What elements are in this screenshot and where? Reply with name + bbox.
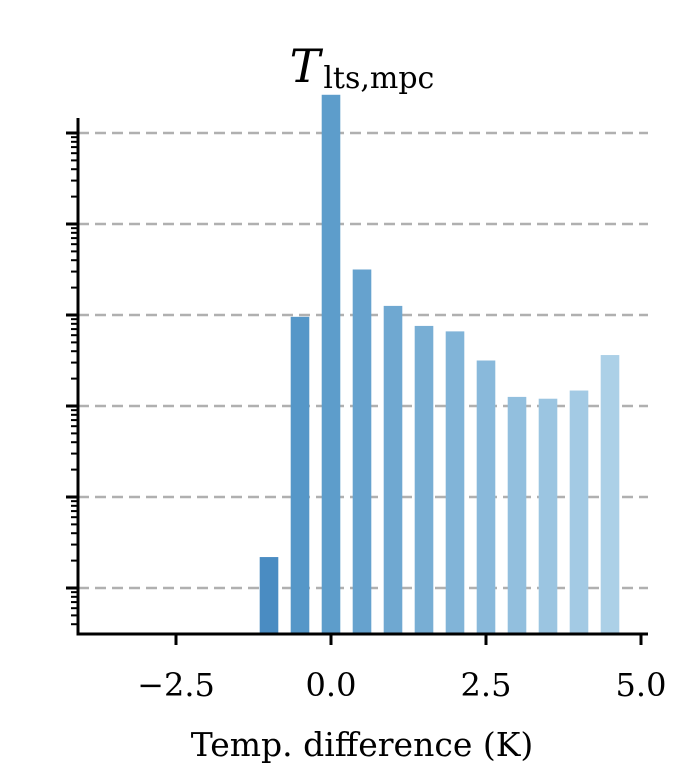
bar [445,331,465,634]
bar [414,325,434,634]
x-axis-ticks: −2.5 0.0 2.5 5.0 [137,634,666,704]
chart-title-subscript: lts,mpc [323,61,434,96]
bar [476,360,496,634]
bar [352,269,372,634]
x-tick-label: −2.5 [137,666,215,704]
gridlines [78,131,648,590]
chart-title-main: T [290,39,324,93]
x-tick-label: 5.0 [616,666,667,704]
y-axis-ticks [66,131,78,626]
bar [290,316,310,634]
bar [259,557,279,634]
bar [600,355,620,634]
x-axis-label: Temp. difference (K) [191,725,534,764]
x-tick-label: 2.5 [461,666,512,704]
bar [538,398,558,634]
bar [507,396,527,634]
bar [383,305,403,634]
bar [321,94,341,634]
bars [259,94,620,634]
x-tick-label: 0.0 [306,666,357,704]
bar [569,390,589,634]
